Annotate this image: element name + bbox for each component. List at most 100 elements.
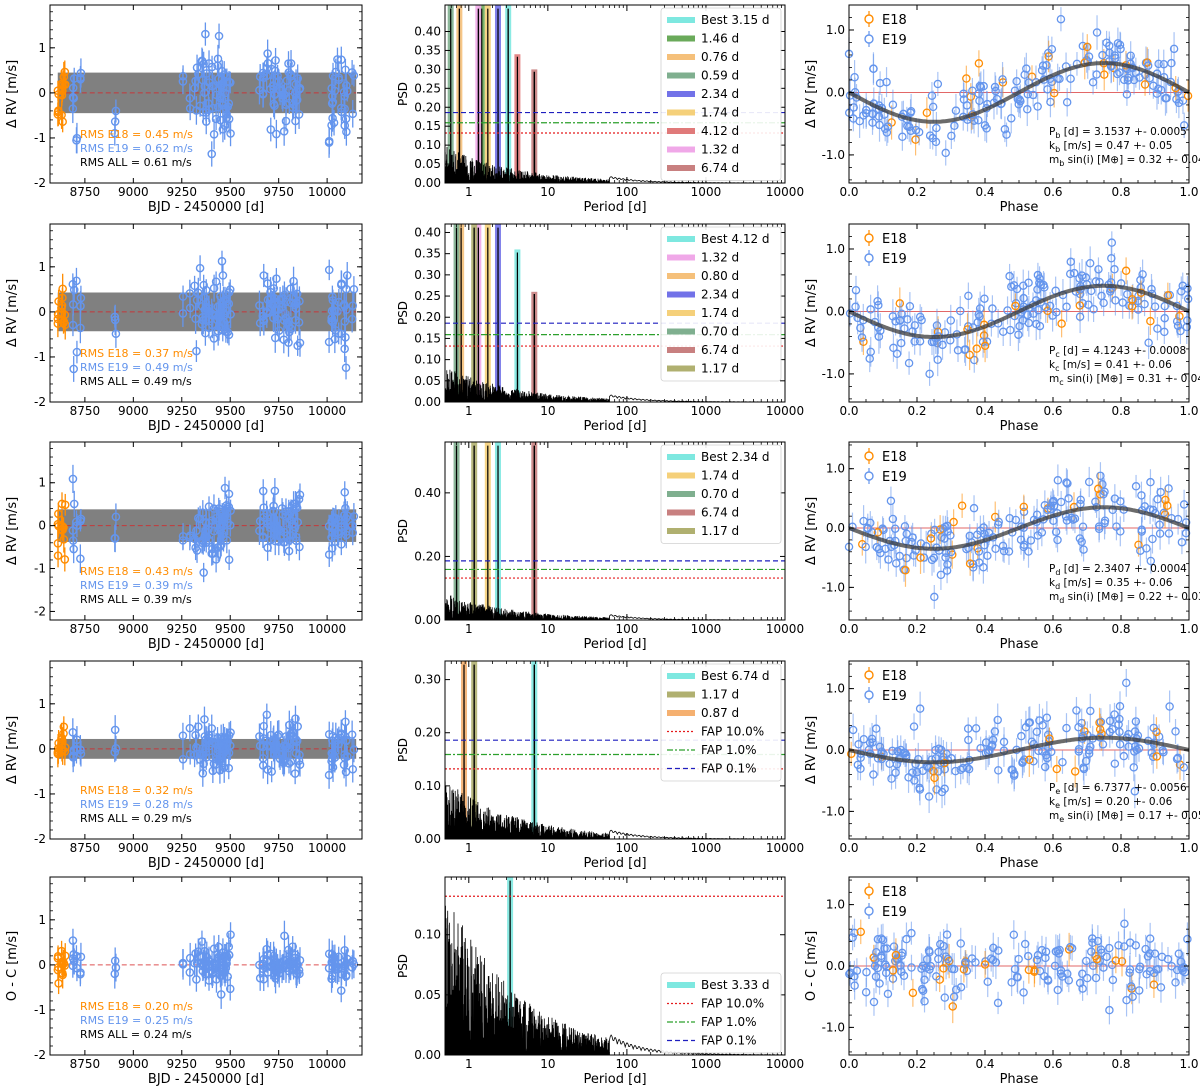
x-tick-label: 10000 [766, 185, 804, 199]
phase-point [985, 745, 994, 755]
phase-point [1129, 763, 1139, 772]
x-tick-label: 10 [540, 841, 555, 855]
rv-point [294, 318, 304, 327]
phase-point [974, 116, 983, 125]
phase-point [869, 64, 878, 73]
y-tick-label: 0.00 [414, 613, 441, 627]
rv-point [223, 972, 233, 981]
x-tick-label: 100 [615, 841, 638, 855]
rv-point [68, 300, 78, 309]
rv-point [60, 555, 70, 564]
rv-point [111, 963, 121, 972]
phase-point [1179, 121, 1189, 130]
phase-point [1086, 706, 1095, 716]
rv-point [76, 554, 85, 563]
rv-point [259, 503, 269, 512]
rv-point [348, 301, 358, 310]
rv-point [294, 756, 304, 765]
phase-point [922, 108, 932, 117]
phase-point [918, 986, 928, 996]
phase-point [980, 341, 990, 351]
x-tick-label: 1 [465, 841, 473, 855]
x-axis-label: Period [d] [583, 856, 646, 871]
y-tick-label: 0.30 [414, 268, 441, 282]
rv-point [220, 121, 230, 130]
phase-point [925, 131, 935, 140]
legend-marker [864, 233, 874, 243]
x-tick-label: 9750 [263, 841, 294, 855]
rv-point [207, 149, 217, 159]
phase-point [911, 125, 921, 135]
rv-point [220, 483, 230, 493]
x-tick-label: 8750 [70, 404, 101, 418]
rv-point [288, 519, 297, 529]
phase-point [968, 86, 977, 95]
rv-point [342, 271, 352, 280]
y-tick-label: 1.0 [826, 242, 845, 256]
phase-point [1137, 525, 1146, 534]
phase-point [1136, 546, 1145, 555]
phase-point [896, 745, 906, 755]
rv-point [191, 314, 200, 324]
rv-point [68, 83, 78, 93]
rv-point [341, 717, 350, 727]
x-tick-label: 9500 [215, 841, 246, 855]
rv-point [330, 334, 340, 344]
y-tick-label: -1 [34, 1003, 46, 1017]
rv-point [324, 265, 334, 275]
phase-point [888, 746, 897, 756]
phase-point [1078, 522, 1088, 531]
phase-point [1034, 305, 1043, 315]
phase-point [881, 968, 891, 978]
x-axis-label: Period [d] [583, 1072, 646, 1087]
phase-point [1075, 312, 1085, 321]
phase-point [1161, 495, 1170, 505]
phase-point [942, 566, 952, 575]
phase-point [1164, 529, 1174, 538]
x-tick-label: 9000 [118, 841, 149, 855]
x-tick-label: 0.4 [975, 622, 994, 636]
phase-point [920, 996, 929, 1006]
rv-point [294, 494, 304, 504]
x-tick-label: 9000 [118, 622, 149, 636]
phase-point [971, 724, 981, 733]
fit-parameter-label: md sin(i) [M⊕] = 0.22 +- 0.03 [1049, 591, 1200, 605]
rv-point [262, 957, 272, 966]
rms-e19-label: RMS E19 = 0.28 m/s [80, 798, 193, 811]
phase-point [905, 301, 915, 311]
y-tick-label: 0.15 [414, 331, 441, 345]
phase-point [1042, 753, 1052, 763]
phase-point [979, 523, 988, 532]
rv-point [274, 749, 284, 759]
rv-point [341, 970, 351, 980]
rv-point [330, 86, 340, 96]
x-tick-label: 1000 [691, 404, 722, 418]
phase-point [957, 501, 967, 510]
y-tick-label: 1 [38, 697, 46, 711]
phase-point [1057, 319, 1066, 328]
phase-point [942, 930, 952, 939]
rv-point [324, 730, 334, 739]
phase-point [994, 517, 1003, 527]
fit-curve [848, 735, 1190, 765]
phase-point [1063, 479, 1072, 488]
axes-frame [49, 660, 363, 840]
rv-point [192, 63, 202, 72]
phase-point [1181, 528, 1191, 538]
phase-point [1024, 965, 1034, 975]
rv-point [342, 305, 351, 314]
y-axis-label: Δ RV [m/s] [5, 497, 20, 565]
phase-point [1062, 98, 1072, 107]
x-tick-label: 10 [540, 1057, 555, 1071]
rv-point [178, 309, 188, 318]
legend-marker [864, 690, 874, 700]
phase-point [1048, 311, 1057, 320]
phase-point [1025, 755, 1034, 765]
rv-point [220, 310, 230, 320]
legend-label: E19 [882, 689, 907, 704]
legend-label: E18 [882, 232, 907, 247]
rv-point [292, 503, 302, 513]
rv-point [269, 99, 279, 109]
phase-point [1024, 547, 1033, 556]
phase-point [1131, 717, 1141, 726]
